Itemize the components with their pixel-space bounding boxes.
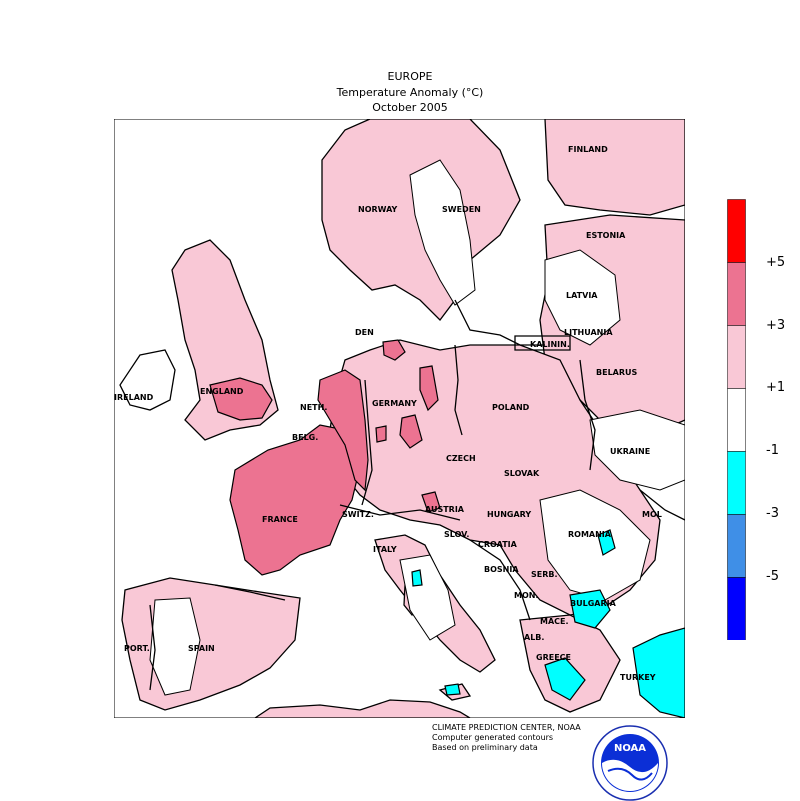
legend-label-minus5: -5 (766, 569, 779, 584)
label-neth: NETH. (300, 403, 327, 412)
label-switz: SWITZ. (342, 510, 374, 519)
map-variable-title: Temperature Anomaly (°C) (336, 86, 484, 99)
turkey-cool-region (632, 627, 685, 718)
legend-bin (727, 262, 746, 326)
label-port: PORT. (124, 644, 150, 653)
legend-color-bar (727, 199, 746, 640)
label-bulgaria: BULGARIA (570, 599, 617, 608)
legend-bin (727, 514, 746, 578)
legend-bin (727, 199, 746, 263)
label-estonia: ESTONIA (586, 231, 626, 240)
legend-bin (727, 577, 746, 640)
bulgaria-cool-region (569, 589, 611, 629)
noaa-logo-text: NOAA (614, 743, 646, 754)
spain-neutral-pocket (149, 597, 201, 696)
label-serb: SERB. (531, 570, 558, 579)
germany-poland-border (454, 344, 463, 436)
credit-agency: CLIMATE PREDICTION CENTER, NOAA (432, 723, 581, 732)
label-lithuania: LITHUANIA (564, 328, 613, 337)
denmark-warm-spot (382, 339, 406, 361)
pyrenees-border (214, 584, 286, 601)
label-mon: MON. (514, 591, 539, 600)
label-poland: POLAND (492, 403, 530, 412)
legend-bin (727, 325, 746, 389)
map-region-title: EUROPE (387, 70, 433, 83)
anomaly-zone-minus1-to-minus3 (411, 529, 685, 718)
label-germany: GERMANY (372, 399, 417, 408)
label-italy: ITALY (373, 545, 397, 554)
label-turkey: TURKEY (620, 673, 656, 682)
balkan-neutral-pocket (539, 489, 651, 601)
greece-cool-region (544, 657, 586, 701)
black-sea-coast (639, 489, 685, 521)
legend-label-plus3: +3 (766, 318, 786, 333)
legend-bin (727, 451, 746, 515)
map-period-title: October 2005 (372, 101, 448, 114)
anomaly-zone-3-to-5 (209, 339, 441, 576)
label-czech: CZECH (446, 454, 476, 463)
label-mace: MACE. (540, 617, 569, 626)
benelux-warm-core (317, 369, 369, 492)
label-alb: ALB. (524, 633, 544, 642)
balkan-border (469, 539, 531, 621)
alps-border (339, 504, 461, 521)
sweden-neutral-pocket (409, 159, 476, 306)
coastlines-and-borders (149, 299, 685, 691)
legend-label-minus1: -1 (766, 443, 779, 458)
eastern-border (579, 359, 596, 471)
label-ukraine: UKRAINE (610, 447, 650, 456)
label-bosnia: BOSNIA (484, 565, 519, 574)
north-africa-land (253, 699, 472, 718)
label-latvia: LATVIA (566, 291, 598, 300)
label-croatia: CROATIA (478, 540, 518, 549)
legend-bins (727, 199, 746, 640)
label-romania: ROMANIA (568, 530, 612, 539)
label-kaliningrad: KALININ. (530, 340, 570, 349)
credit-preliminary: Based on preliminary data (432, 743, 538, 752)
legend-label-plus1: +1 (766, 380, 786, 395)
germany-warm-spot-west (375, 425, 387, 443)
label-sweden: SWEDEN (442, 205, 481, 214)
baltic-neutral-pocket (544, 249, 621, 346)
legend-label-plus5: +5 (766, 255, 786, 270)
label-den: DEN (355, 328, 374, 337)
germany-warm-spot-south (399, 414, 423, 449)
label-belarus: BELARUS (596, 368, 638, 377)
noaa-logo: NOAA (592, 725, 668, 801)
france-germany-border (361, 379, 373, 506)
england-warm-core (209, 377, 273, 421)
country-labels: FINLAND NORWAY SWEDEN ESTONIA LATVIA LIT… (114, 145, 662, 682)
label-slovak: SLOVAK (504, 469, 540, 478)
portugal-border (149, 604, 156, 691)
baltic-coast (454, 299, 545, 346)
germany-warm-spot-east (419, 365, 439, 412)
label-mol: MOL (642, 510, 662, 519)
austria-warm-spot (421, 491, 441, 513)
label-france: FRANCE (262, 515, 298, 524)
france-warm-core (229, 424, 359, 576)
label-norway: NORWAY (358, 205, 398, 214)
label-greece: GREECE (536, 653, 571, 662)
label-spain: SPAIN (188, 644, 215, 653)
ukraine-neutral-pocket (589, 409, 685, 491)
legend-bin (727, 388, 746, 452)
romania-cool-spot (597, 529, 616, 556)
temperature-anomaly-map: FINLAND NORWAY SWEDEN ESTONIA LATVIA LIT… (114, 119, 685, 718)
anomaly-zone-neutral (149, 159, 685, 696)
label-austria: AUSTRIA (425, 505, 465, 514)
label-slov: SLOV. (444, 530, 469, 539)
label-ireland: IRELAND (114, 393, 154, 402)
label-finland: FINLAND (568, 145, 608, 154)
finland-land (544, 119, 685, 216)
kaliningrad-box (514, 335, 571, 351)
label-hungary: HUNGARY (487, 510, 531, 519)
label-belg: BELG. (292, 433, 318, 442)
italy-cool-spot (411, 569, 423, 587)
legend-label-minus3: -3 (766, 506, 779, 521)
italy-south-cool-spot (444, 683, 461, 696)
credit-contours: Computer generated contours (432, 733, 554, 742)
label-england: ENGLAND (200, 387, 244, 396)
ireland-land (119, 349, 176, 411)
